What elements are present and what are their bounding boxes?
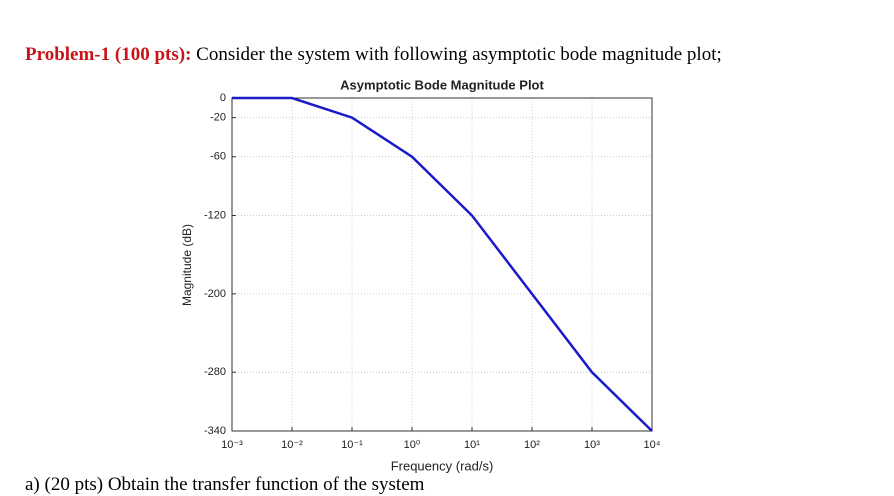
x-tick-label: 10⁰ — [404, 439, 421, 451]
x-tick-label: 10⁻¹ — [341, 439, 363, 451]
plot-frame — [231, 97, 653, 432]
x-axis-label: Frequency (rad/s) — [391, 458, 494, 473]
x-tick-label: 10⁻³ — [221, 439, 243, 451]
x-tick-label: 10¹ — [464, 439, 480, 451]
chart: Asymptotic Bode Magnitude Plot Frequency… — [180, 77, 661, 473]
problem-label: Problem-1 (100 pts): — [25, 44, 192, 65]
y-tick-label: -120 — [204, 209, 226, 221]
y-tick-label: -20 — [210, 111, 226, 123]
y-tick-label: -340 — [204, 425, 226, 437]
y-tick-label: -280 — [204, 366, 226, 378]
y-tick-label: -60 — [210, 151, 226, 163]
problem-statement: Problem-1 (100 pts): Consider the system… — [25, 44, 722, 66]
line — [232, 96, 653, 432]
page: Problem-1 (100 pts): Consider the system… — [25, 44, 722, 495]
chart-title: Asymptotic Bode Magnitude Plot — [340, 77, 544, 92]
y-tick-label: 0 — [220, 92, 226, 104]
y-axis-label: Magnitude (dB) — [180, 224, 194, 306]
question: a) (20 pts) Obtain the transfer function… — [25, 474, 425, 495]
x-tick-label: 10⁴ — [644, 439, 661, 451]
x-tick-label: 10³ — [584, 439, 600, 451]
problem-text: Consider the system with following asymp… — [196, 44, 722, 65]
x-tick-label: 10² — [524, 439, 540, 451]
y-tick-label: -200 — [204, 288, 226, 300]
x-tick-label: 10⁻² — [281, 439, 303, 451]
